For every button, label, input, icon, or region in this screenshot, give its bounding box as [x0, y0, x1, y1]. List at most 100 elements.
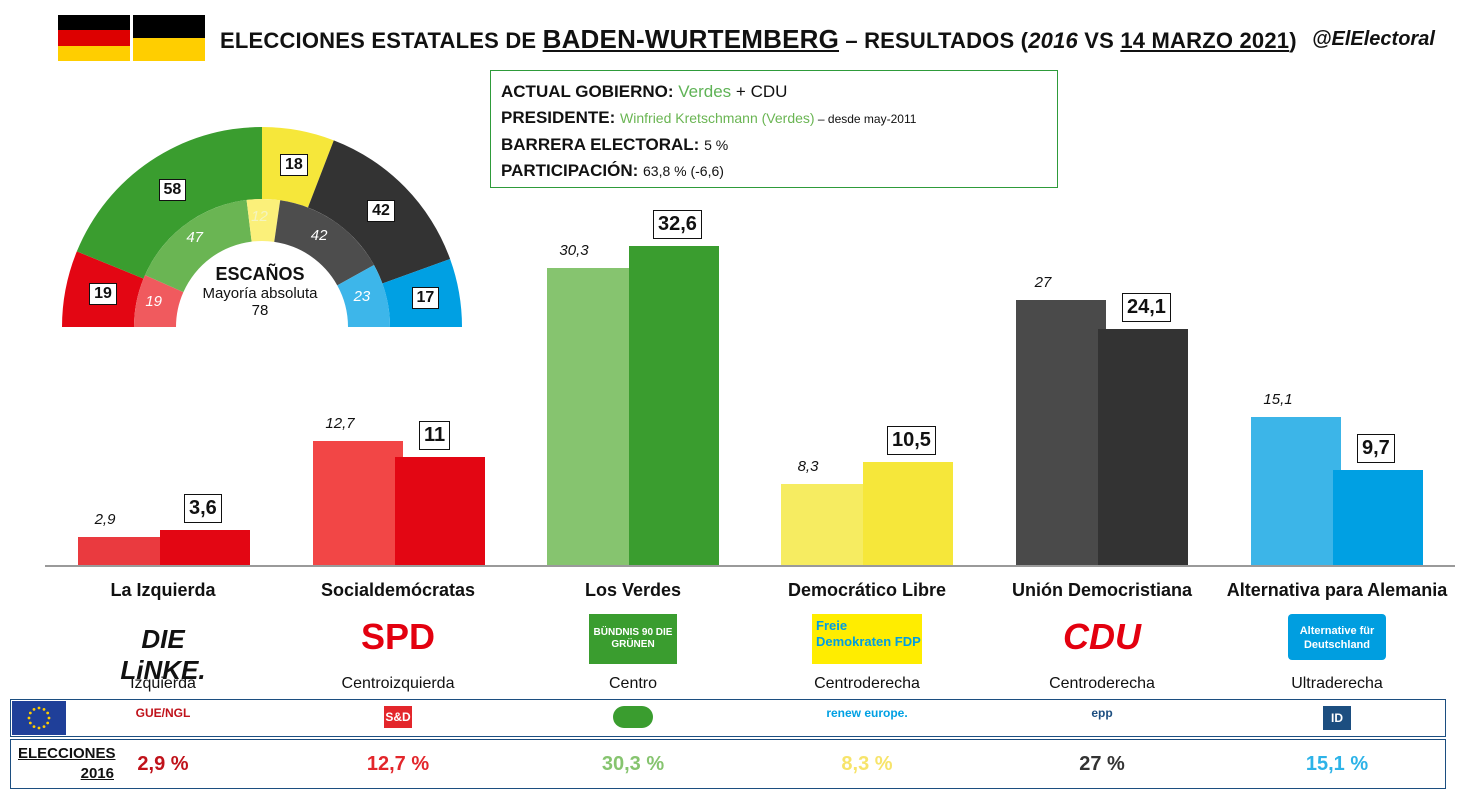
pct-2016: 15,1 %	[1305, 753, 1369, 775]
seat-label-2021: 18	[279, 153, 308, 176]
bar-2021	[1098, 328, 1188, 565]
eu-star-icon	[42, 725, 46, 729]
eu-star-icon	[47, 716, 51, 720]
eu-star-icon	[28, 721, 32, 725]
pres-label: PRESIDENTE:	[501, 108, 616, 127]
eu-star-icon	[28, 711, 32, 715]
pct-2016: 12,7 %	[366, 753, 430, 775]
party-name: Democrático Libre	[787, 580, 947, 600]
title-vs: VS	[1077, 28, 1121, 53]
seat-label-2021: 42	[367, 200, 395, 223]
seat-label-2016: 12	[251, 208, 268, 225]
bar-label-2021: 24,1	[1122, 292, 1171, 322]
eu-group-logo: S&D	[384, 706, 412, 728]
pct-2016: 30,3 %	[601, 753, 665, 775]
party-name: Los Verdes	[584, 580, 682, 600]
party-logo: Alternative für Deutschland	[1288, 614, 1386, 660]
bar-2016	[1016, 300, 1106, 565]
eu-star-icon	[37, 726, 41, 730]
party-logo: SPD	[360, 616, 436, 657]
hemicycle-center: ESCAÑOS Mayoría absoluta 78	[200, 264, 320, 319]
seat-label-2016: 42	[310, 226, 328, 244]
bar-label-2021: 32,6	[653, 209, 702, 239]
bar-label-2016: 8,3	[797, 457, 819, 475]
turnout-value: 63,8 % (-6,6)	[643, 163, 724, 179]
eu-star-icon	[37, 706, 41, 710]
gov-label: ACTUAL GOBIERNO:	[501, 82, 674, 101]
bar-2016	[78, 536, 168, 565]
seat-segment-2016	[274, 200, 375, 286]
seat-label-2021: 17	[411, 286, 440, 309]
page-title: ELECCIONES ESTATALES DE BADEN-WURTEMBERG…	[220, 24, 1297, 55]
title-prefix: ELECCIONES ESTATALES DE	[220, 28, 543, 53]
baden-wurttemberg-flag-icon	[133, 15, 205, 61]
seat-label-2021: 19	[89, 283, 117, 306]
seat-segment-2021	[76, 127, 262, 279]
twitter-handle[interactable]: @ElElectoral	[1312, 28, 1435, 50]
gov-plus: +	[731, 82, 751, 101]
party-name: Alternativa para Alemania	[1226, 580, 1448, 600]
bar-label-2016: 27	[1034, 274, 1052, 292]
party-logo: DIE LiNKE.	[120, 624, 206, 685]
eu-group-logo	[613, 706, 653, 728]
bar-2016	[781, 483, 871, 565]
party-name: Socialdemócratas	[320, 580, 476, 600]
party-ideology: Izquierda	[130, 675, 196, 692]
eu-flag-icon	[12, 701, 66, 735]
title-close: )	[1289, 28, 1297, 53]
elections-2016-row	[10, 739, 1446, 789]
pct-2016: 8,3 %	[841, 753, 893, 775]
eu-group-logo: epp	[1091, 706, 1113, 720]
party-name: La Izquierda	[110, 580, 216, 600]
eu-group-logo: ID	[1323, 706, 1351, 730]
eu-star-icon	[42, 707, 46, 711]
bar-2021	[629, 245, 719, 565]
bar-label-2016: 2,9	[94, 510, 116, 528]
majority-value: 78	[251, 302, 269, 319]
eu-group-logo: renew europe.	[826, 706, 908, 720]
title-year-old: 2016	[1028, 28, 1078, 53]
party-name: Unión Democristiana	[1011, 580, 1193, 600]
bar-2016	[313, 440, 403, 565]
bar-2021	[160, 529, 250, 565]
eu-star-icon	[32, 725, 36, 729]
seat-label-2016: 23	[353, 288, 371, 306]
bar-label-2016: 15,1	[1263, 391, 1293, 409]
bar-2021	[395, 457, 485, 565]
title-dash: – RESULTADOS (	[839, 28, 1029, 53]
eu-star-icon	[46, 711, 50, 715]
eu-groups-row	[10, 699, 1446, 737]
bar-2016	[1251, 417, 1341, 565]
gov-party2: CDU	[750, 82, 788, 101]
eu-group-logo: GUE/NGL	[135, 706, 191, 720]
eu-star-icon	[46, 721, 50, 725]
bar-label-2016: 30,3	[559, 242, 589, 260]
seat-label-2021: 58	[158, 178, 187, 201]
title-state: BADEN-WURTEMBERG	[542, 24, 840, 54]
bar-2021	[863, 462, 953, 565]
info-box: ACTUAL GOBIERNO: Verdes + CDU PRESIDENTE…	[490, 70, 1058, 188]
bar-label-2016: 12,7	[325, 414, 355, 432]
gov-party1: Verdes	[678, 82, 732, 101]
party-ideology: Centroderecha	[814, 675, 920, 692]
eu-star-icon	[27, 716, 31, 720]
barrier-label: BARRERA ELECTORAL:	[501, 135, 700, 154]
pct-2016: 27 %	[1079, 753, 1125, 775]
elections-2016-label: ELECCIONES 2016	[18, 745, 116, 782]
title-date: 14 MARZO 2021	[1120, 28, 1290, 53]
eu-star-icon	[32, 707, 36, 711]
chart-baseline	[45, 565, 1455, 567]
seat-segment-2016	[337, 265, 390, 327]
germany-flag-icon	[58, 15, 130, 61]
party-ideology: Ultraderecha	[1291, 675, 1383, 692]
seat-segment-2016	[246, 199, 281, 242]
pres-name: Winfried Kretschmann (Verdes)	[620, 110, 815, 126]
majority-label: Mayoría absoluta	[202, 285, 318, 302]
hemicycle-title: ESCAÑOS	[215, 264, 305, 284]
bar-label-2021: 10,5	[887, 426, 936, 456]
party-logo: BÜNDNIS 90 DIE GRÜNEN	[589, 614, 677, 664]
pct-2016: 2,9 %	[137, 753, 189, 775]
turnout-label: PARTICIPACIÓN:	[501, 161, 639, 180]
barrier-value: 5 %	[704, 137, 729, 153]
party-ideology: Centroderecha	[1049, 675, 1155, 692]
